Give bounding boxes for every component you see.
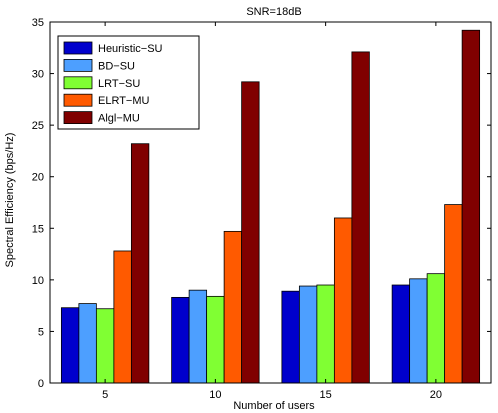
bar-20-2	[426, 273, 446, 384]
legend-swatch	[63, 111, 93, 124]
y-tick-label: 15	[32, 223, 44, 235]
bar-10-0	[171, 296, 190, 384]
bar-5-3	[113, 250, 132, 384]
bar-5-0	[60, 307, 80, 384]
bar-15-4	[351, 51, 370, 384]
x-axis: 5 10 15 20	[102, 22, 442, 401]
legend-label: Algl−MU	[98, 113, 140, 125]
legend-label: ELRT−MU	[98, 95, 150, 107]
bar-5-4	[130, 143, 150, 384]
bar-15-3	[333, 217, 353, 384]
bar-10-2	[206, 295, 225, 384]
legend-label: Heuristic−SU	[98, 43, 163, 55]
legend-label: BD−SU	[98, 60, 135, 72]
bar-15-2	[316, 284, 335, 384]
bar-20-3	[444, 204, 463, 384]
y-axis: 0 5 10 15 20 25 30 35	[32, 17, 491, 390]
legend-swatch	[63, 41, 93, 55]
bar-15-0	[281, 290, 300, 384]
x-tick-label: 10	[209, 389, 221, 401]
x-tick-label: 20	[430, 389, 442, 401]
bar-10-1	[188, 289, 208, 384]
y-tick-label: 25	[32, 120, 44, 132]
bar-20-0	[391, 284, 411, 384]
y-axis-label: Spectral Efficiency (bps/Hz)	[4, 133, 16, 268]
legend: Heuristic−SU BD−SU LRT−SU ELRT−MU Algl−MU	[57, 35, 200, 130]
y-tick-label: 5	[38, 326, 44, 338]
y-tick-label: 20	[32, 172, 44, 184]
bar-10-3	[223, 230, 243, 384]
y-tick-label: 30	[32, 69, 44, 81]
x-axis-label: Number of users	[233, 400, 315, 412]
x-tick-label: 15	[320, 389, 332, 401]
x-tick-label: 5	[102, 389, 108, 401]
plot-frame	[49, 21, 492, 384]
legend-label: LRT−SU	[98, 78, 140, 90]
bars-group	[60, 29, 481, 384]
y-tick-label: 10	[32, 275, 44, 287]
bar-15-1	[298, 285, 318, 384]
bar-20-1	[409, 278, 428, 384]
y-tick-label: 0	[38, 378, 44, 390]
bar-10-4	[241, 81, 260, 384]
legend-swatch	[63, 59, 93, 72]
bar-20-4	[461, 29, 481, 384]
y-tick-label: 35	[32, 17, 44, 29]
legend-swatch	[63, 76, 93, 90]
legend-swatch	[63, 93, 93, 107]
chart-title: SNR=18dB	[246, 6, 301, 18]
bar-5-2	[95, 308, 115, 384]
bar-5-1	[78, 303, 97, 384]
